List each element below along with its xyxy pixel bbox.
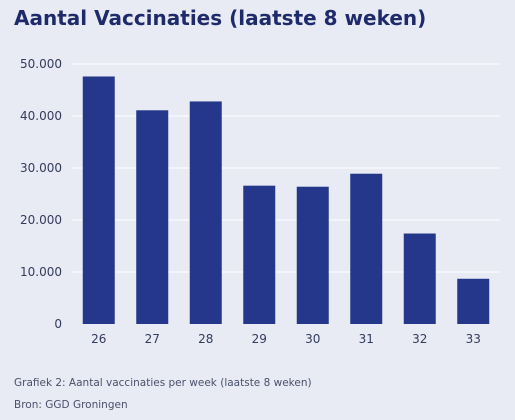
x-tick-label: 31 (359, 332, 374, 346)
x-tick-label: 30 (305, 332, 320, 346)
y-tick-label: 30.000 (20, 161, 62, 175)
bar-week-31 (350, 173, 383, 324)
x-tick-label: 29 (252, 332, 267, 346)
bar-week-29 (243, 185, 276, 324)
x-tick-label: 28 (198, 332, 213, 346)
chart-title: Aantal Vaccinaties (laatste 8 weken) (14, 6, 427, 30)
x-tick-label: 33 (466, 332, 481, 346)
x-tick-label: 27 (145, 332, 160, 346)
chart-source: Bron: GGD Groningen (14, 399, 128, 411)
bar-week-27 (136, 110, 169, 324)
x-tick-label: 26 (91, 332, 106, 346)
y-tick-label: 40.000 (20, 109, 62, 123)
y-tick-label: 50.000 (20, 57, 62, 71)
y-tick-label: 0 (54, 317, 62, 331)
bar-week-28 (189, 101, 222, 324)
bar-week-32 (403, 233, 436, 324)
y-tick-label: 10.000 (20, 265, 62, 279)
bar-week-26 (82, 76, 115, 324)
y-tick-label: 20.000 (20, 213, 62, 227)
bar-week-30 (296, 186, 329, 324)
x-tick-label: 32 (412, 332, 427, 346)
chart-caption: Grafiek 2: Aantal vaccinaties per week (… (14, 377, 312, 389)
bar-week-33 (457, 278, 490, 324)
